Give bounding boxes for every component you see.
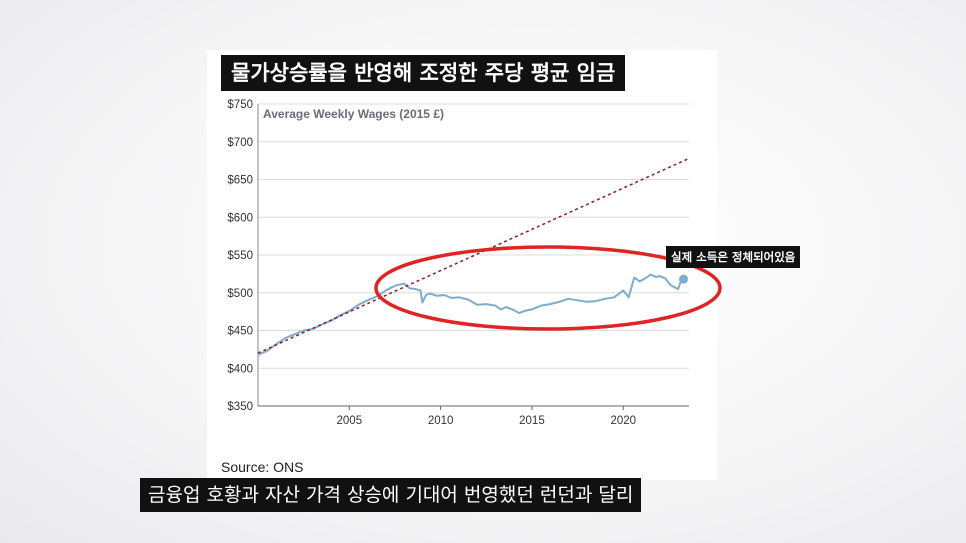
y-tick-label: $650 (227, 175, 253, 187)
highlight-ellipse (374, 245, 722, 331)
chart-title: Average Weekly Wages (2015 £) (263, 107, 444, 121)
x-tick-label: 2005 (337, 415, 363, 427)
axes (257, 104, 689, 410)
x-tick-label: 2020 (610, 415, 636, 427)
y-tick-label: $350 (227, 401, 253, 413)
source-label: Source: ONS (221, 459, 304, 475)
grid-lines (258, 103, 689, 369)
trend-line-dashed (257, 157, 690, 354)
chart-card (207, 50, 717, 480)
tick-labels: $350 $400 $450 $500 $550 $600 $650 $700 $750 2005… (227, 99, 636, 427)
wage-line (257, 273, 683, 356)
y-tick-label: $500 (227, 288, 253, 300)
y-tick-label: $750 (227, 99, 253, 111)
y-tick-label: $700 (227, 137, 253, 149)
x-tick-label: 2015 (519, 415, 545, 427)
y-tick-label: $400 (227, 363, 253, 375)
caption-subtitle: 금융업 호황과 자산 가격 상승에 기대어 번영했던 런던과 달리 (140, 478, 642, 512)
y-tick-label: $600 (227, 212, 253, 224)
overlay-title: 물가상승률을 반영해 조정한 주당 평균 임금 (221, 55, 626, 91)
series-end-marker (679, 274, 689, 284)
series (257, 157, 690, 356)
x-tick-label: 2010 (428, 415, 454, 427)
y-tick-label: $550 (227, 250, 253, 262)
y-tick-label: $450 (227, 326, 253, 338)
stagnation-annotation: 실제 소득은 정체되어있음 (666, 246, 801, 268)
